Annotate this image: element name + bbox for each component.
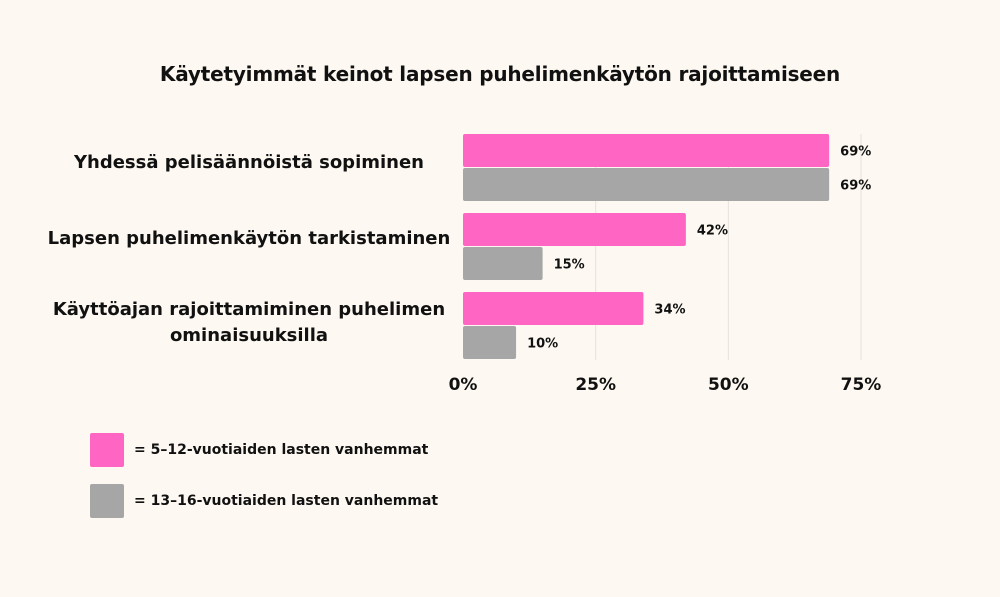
category-label-1: Yhdessä pelisäännöistä sopiminen (73, 152, 424, 173)
legend-swatch-2 (90, 484, 124, 518)
bar-series-1-cat-3 (463, 292, 644, 325)
x-tick-label: 0% (449, 375, 478, 395)
bar-value-label: 69% (840, 145, 871, 160)
x-tick-label: 25% (575, 375, 616, 395)
bar-series-1-cat-1 (463, 134, 830, 167)
bar-series-2-cat-2 (463, 247, 543, 280)
x-tick-label: 75% (841, 375, 882, 395)
bar-value-label: 10% (527, 337, 558, 352)
x-tick-label: 50% (708, 375, 749, 395)
bar-series-2-cat-3 (463, 326, 517, 359)
category-label-2: Lapsen puhelimenkäytön tarkistaminen (47, 228, 451, 249)
legend-label-2: = 13–16-vuotiaiden lasten vanhemmat (134, 493, 439, 509)
bar-value-label: 34% (654, 303, 685, 318)
bar-value-label: 69% (840, 179, 871, 194)
bar-value-label: 15% (554, 258, 585, 273)
legend-label-1: = 5–12-vuotiaiden lasten vanhemmat (134, 442, 429, 458)
legend-swatch-1 (90, 433, 124, 467)
bar-series-1-cat-2 (463, 213, 686, 246)
chart-title: Käytetyimmät keinot lapsen puhelimenkäyt… (159, 62, 841, 86)
bar-series-2-cat-1 (463, 168, 830, 201)
bar-value-label: 42% (697, 224, 728, 239)
legend-item-1: = 5–12-vuotiaiden lasten vanhemmat (90, 433, 428, 467)
category-label-3: Käyttöajan rajoittamiminen puhelimen omi… (52, 299, 446, 346)
legend-item-2: = 13–16-vuotiaiden lasten vanhemmat (90, 484, 438, 518)
